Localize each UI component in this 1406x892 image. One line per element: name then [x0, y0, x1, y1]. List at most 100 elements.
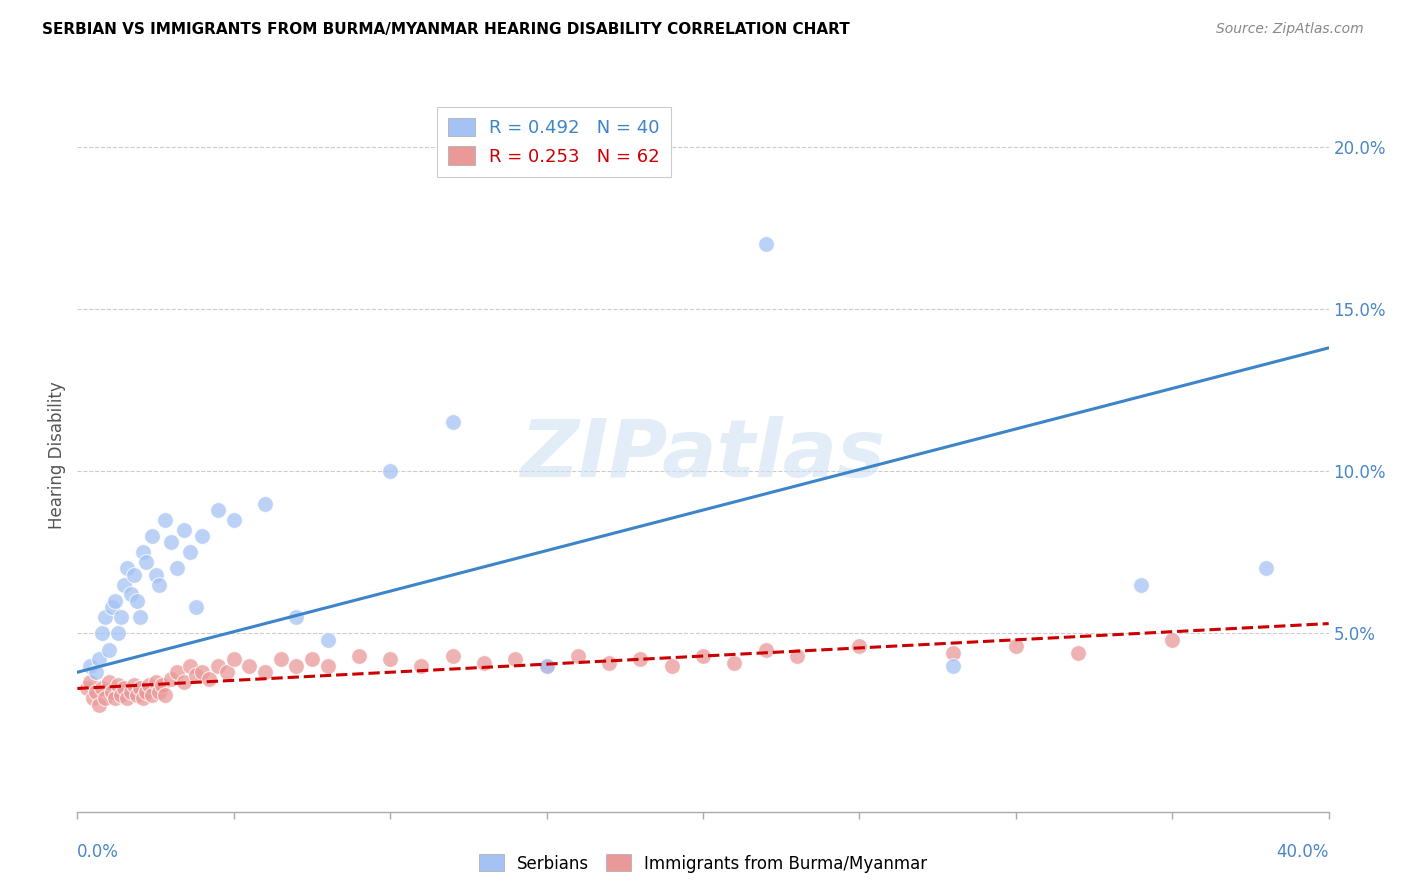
Point [301, 652, 323, 666]
Point [173, 523, 195, 537]
Point [91, 681, 114, 696]
Point [270, 652, 292, 666]
Point [120, 684, 142, 698]
Point [122, 568, 145, 582]
Point [166, 665, 188, 680]
Point [207, 503, 229, 517]
Point [316, 658, 339, 673]
Point [723, 656, 745, 670]
Point [110, 610, 132, 624]
Point [285, 610, 308, 624]
Point [150, 678, 173, 692]
Point [79, 658, 101, 673]
Point [120, 587, 142, 601]
Point [94, 610, 117, 624]
Point [89, 698, 111, 712]
Point [132, 691, 155, 706]
Point [238, 658, 260, 673]
Point [79, 675, 101, 690]
Legend: R = 0.492   N = 40, R = 0.253   N = 62: R = 0.492 N = 40, R = 0.253 N = 62 [437, 107, 671, 177]
Point [91, 626, 114, 640]
Point [145, 568, 167, 582]
Text: SERBIAN VS IMMIGRANTS FROM BURMA/MYANMAR HEARING DISABILITY CORRELATION CHART: SERBIAN VS IMMIGRANTS FROM BURMA/MYANMAR… [42, 22, 851, 37]
Point [104, 691, 127, 706]
Point [186, 600, 208, 615]
Point [97, 642, 120, 657]
Point [100, 684, 122, 698]
Point [173, 675, 195, 690]
Point [217, 665, 239, 680]
Point [132, 545, 155, 559]
Point [191, 665, 214, 680]
Point [630, 652, 652, 666]
Point [536, 658, 558, 673]
Point [141, 688, 163, 702]
Point [135, 555, 157, 569]
Point [84, 665, 107, 680]
Point [122, 678, 145, 692]
Point [110, 688, 132, 702]
Point [222, 652, 245, 666]
Point [692, 648, 714, 663]
Point [942, 646, 965, 660]
Point [1005, 640, 1028, 654]
Point [104, 594, 127, 608]
Point [166, 561, 188, 575]
Point [125, 594, 148, 608]
Point [179, 658, 201, 673]
Point [254, 497, 277, 511]
Point [567, 648, 589, 663]
Point [472, 656, 495, 670]
Point [848, 640, 870, 654]
Point [285, 658, 308, 673]
Y-axis label: Hearing Disability: Hearing Disability [48, 381, 66, 529]
Point [197, 672, 219, 686]
Point [755, 642, 778, 657]
Point [942, 658, 965, 673]
Point [107, 678, 129, 692]
Point [135, 684, 157, 698]
Point [153, 688, 176, 702]
Point [160, 672, 183, 686]
Point [129, 681, 152, 696]
Point [89, 652, 111, 666]
Point [254, 665, 277, 680]
Point [179, 545, 201, 559]
Point [129, 610, 152, 624]
Point [145, 675, 167, 690]
Point [191, 529, 214, 543]
Point [107, 626, 129, 640]
Point [148, 684, 170, 698]
Point [222, 513, 245, 527]
Point [441, 416, 464, 430]
Point [411, 658, 433, 673]
Text: ZIPatlas: ZIPatlas [520, 416, 886, 494]
Point [138, 678, 160, 692]
Point [82, 691, 104, 706]
Point [112, 577, 135, 591]
Point [441, 648, 464, 663]
Point [117, 561, 139, 575]
Point [94, 691, 117, 706]
Text: 40.0%: 40.0% [1277, 843, 1329, 861]
Point [186, 668, 208, 682]
Point [536, 658, 558, 673]
Point [380, 652, 402, 666]
Point [97, 675, 120, 690]
Text: 0.0%: 0.0% [77, 843, 120, 861]
Point [160, 535, 183, 549]
Point [598, 656, 620, 670]
Point [1130, 577, 1153, 591]
Point [125, 688, 148, 702]
Point [100, 600, 122, 615]
Point [141, 529, 163, 543]
Point [1256, 561, 1278, 575]
Point [207, 658, 229, 673]
Point [505, 652, 527, 666]
Point [347, 648, 370, 663]
Point [76, 681, 98, 696]
Point [755, 237, 778, 252]
Point [1161, 632, 1184, 647]
Legend: Serbians, Immigrants from Burma/Myanmar: Serbians, Immigrants from Burma/Myanmar [472, 847, 934, 880]
Point [1067, 646, 1090, 660]
